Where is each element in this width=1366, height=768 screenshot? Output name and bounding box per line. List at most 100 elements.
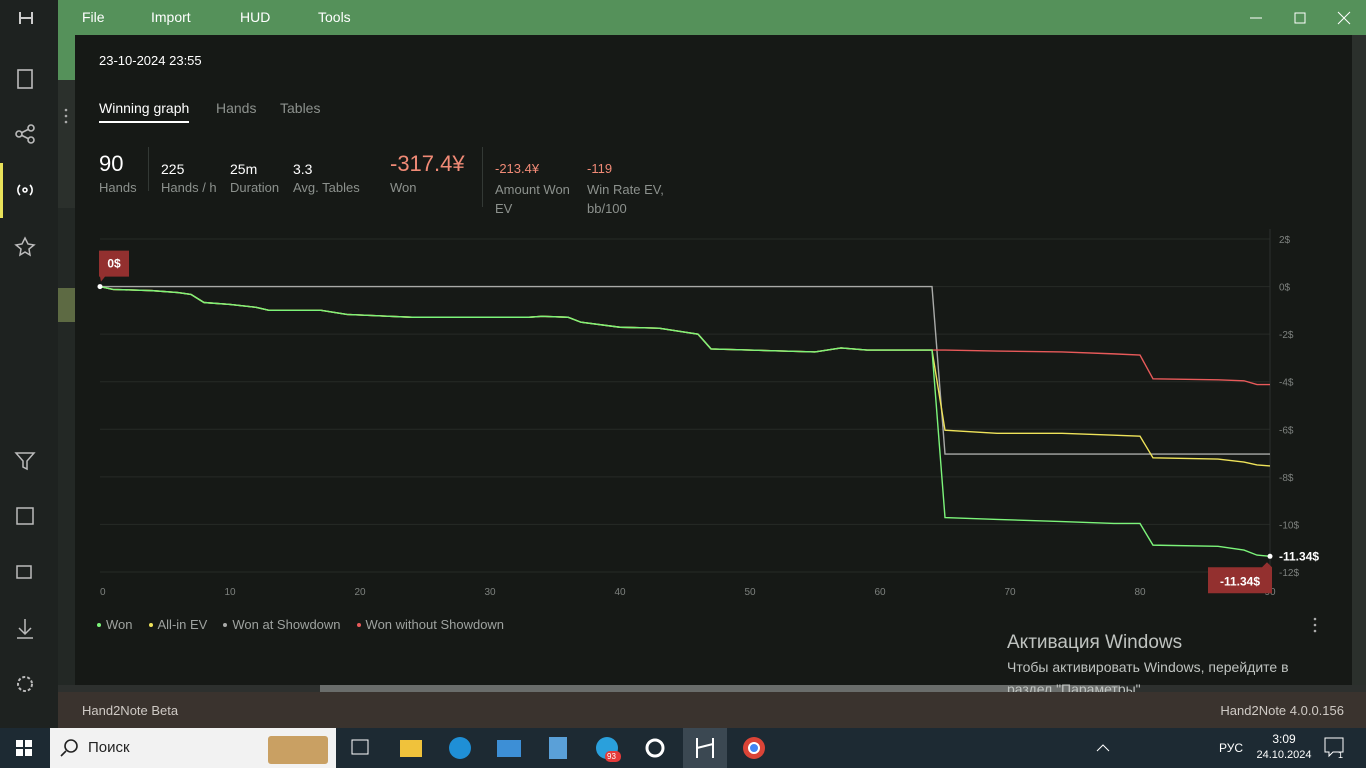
status-bar: Hand2Note Beta Hand2Note 4.0.0.156 — [58, 692, 1366, 728]
tables-icon[interactable] — [16, 565, 32, 579]
legend-label: Won — [106, 617, 133, 632]
tray-arrow[interactable] — [1096, 744, 1110, 752]
x-tick-label: 80 — [1134, 587, 1146, 598]
stat-value: 225 — [161, 161, 185, 177]
mail[interactable] — [497, 740, 521, 757]
y-tick-label: -2$ — [1279, 330, 1294, 341]
background-panel — [58, 288, 75, 322]
live-icon[interactable] — [17, 184, 33, 196]
task-view[interactable] — [351, 739, 369, 755]
menu-item[interactable]: Tools — [318, 9, 351, 25]
legend-item[interactable]: Won at Showdown — [223, 617, 341, 632]
search-icon — [64, 739, 78, 753]
stat-label: Hands — [99, 180, 137, 195]
legend-item[interactable]: All-in EV — [148, 617, 208, 632]
winning-graph: 2$ 0$ -2$ -4$ -6$ -8$ -10$ -12$ 0 10 20 30 40 50 60 70 8… — [97, 229, 1319, 598]
legend: Won All-in EV Won at Showdown Won without S… — [97, 617, 504, 632]
restore[interactable] — [1294, 12, 1306, 24]
menu-bar: File Import HUD Tools — [58, 0, 1366, 35]
chart-menu[interactable] — [1309, 615, 1321, 635]
tooltip-box — [99, 250, 129, 282]
sidebar — [0, 0, 58, 728]
tooltip-box — [1208, 562, 1272, 594]
tab[interactable]: Hands — [216, 100, 257, 116]
settings-icon[interactable] — [17, 676, 33, 692]
y-tick-label: -8$ — [1279, 473, 1294, 484]
filter-icon[interactable] — [14, 452, 36, 471]
stat-label: Win Rate EV, bb/100 — [587, 182, 664, 216]
explorer[interactable] — [400, 740, 422, 757]
menu-item[interactable]: Import — [151, 9, 191, 25]
x-tick-label: 10 — [224, 587, 236, 598]
language[interactable]: РУС — [1219, 741, 1244, 755]
more-icon[interactable] — [58, 105, 75, 127]
series-line — [100, 285, 1270, 455]
x-tick-label: 20 — [354, 587, 366, 598]
logo[interactable] — [19, 12, 33, 24]
settings-app[interactable] — [645, 738, 665, 758]
series-line — [99, 285, 1271, 467]
separator — [482, 147, 483, 207]
watermark-title: Активация Windows — [1007, 632, 1183, 653]
stat-value: 3.3 — [293, 161, 313, 177]
y-tick-label: -10$ — [1279, 520, 1299, 531]
badge — [605, 751, 621, 762]
notification-count: 1 — [1338, 750, 1344, 760]
menu-item[interactable]: File — [82, 9, 105, 25]
stat-label: Hands / h — [161, 180, 217, 195]
session-date: 23-10-2024 23:55 — [99, 53, 202, 68]
background-panel — [58, 80, 75, 208]
stat-label: Won — [390, 180, 417, 195]
search-icon — [60, 750, 67, 757]
stat-label: Avg. Tables — [293, 180, 360, 195]
app-version: Hand2Note 4.0.0.156 — [1220, 703, 1344, 718]
chrome — [748, 742, 760, 754]
legend-label: All-in EV — [157, 617, 208, 632]
active-indicator — [0, 163, 3, 218]
reports-icon[interactable] — [17, 69, 33, 89]
sidebar-icons — [0, 12, 36, 692]
tab[interactable]: Winning graph — [99, 100, 190, 123]
stat-label: Amount Won EV — [495, 182, 570, 216]
legend-item[interactable]: Won without Showdown — [356, 617, 504, 632]
x-tick-label: 40 — [614, 587, 626, 598]
clock-date[interactable]: 24.10.2024 — [1256, 749, 1312, 761]
series-line — [99, 285, 1270, 386]
active-app[interactable] — [683, 728, 727, 768]
legend-item[interactable]: Won — [97, 617, 133, 632]
start-point — [97, 284, 103, 290]
legend-dot — [97, 622, 101, 627]
session-dialog: 23-10-2024 23:55 Winning graph Hands Tab… — [75, 35, 1352, 685]
favorites-icon[interactable] — [14, 236, 36, 257]
stat-value: 90 — [99, 151, 124, 176]
edge[interactable] — [449, 737, 471, 759]
window-controls — [1250, 11, 1351, 25]
legend-dot — [356, 622, 361, 627]
tab[interactable]: Tables — [280, 100, 321, 116]
start-tooltip: 0$ — [107, 257, 121, 271]
scrollbar[interactable] — [58, 685, 1366, 692]
start-button[interactable] — [16, 740, 32, 756]
x-tick-label: 0 — [100, 587, 106, 598]
close[interactable] — [1337, 11, 1351, 25]
layout-icon[interactable] — [16, 507, 34, 525]
stat-label: Duration — [230, 180, 280, 195]
y-tick-label: -12$ — [1279, 568, 1299, 579]
background-panel — [1352, 35, 1366, 685]
graph-icon[interactable] — [15, 124, 35, 144]
y-tick-label: -6$ — [1279, 425, 1294, 436]
taskbar: Поиск 93 РУС 3:09 24.10.2024 1 — [0, 728, 1366, 768]
calculator[interactable] — [549, 737, 567, 759]
notifications[interactable] — [1324, 737, 1344, 758]
end-point — [1267, 553, 1273, 559]
end-value-label: -11.34$ — [1279, 549, 1319, 563]
background-panel — [58, 35, 75, 80]
clock-time[interactable]: 3:09 — [1272, 732, 1296, 746]
series-line — [99, 285, 1271, 557]
stat-value: -213.4¥ — [495, 161, 540, 176]
download-icon[interactable] — [17, 619, 33, 639]
menu-item[interactable]: HUD — [240, 9, 271, 25]
hand2note-icon — [696, 738, 714, 758]
y-tick-label: 0$ — [1279, 283, 1291, 294]
end-tooltip: -11.34$ — [1220, 574, 1260, 588]
